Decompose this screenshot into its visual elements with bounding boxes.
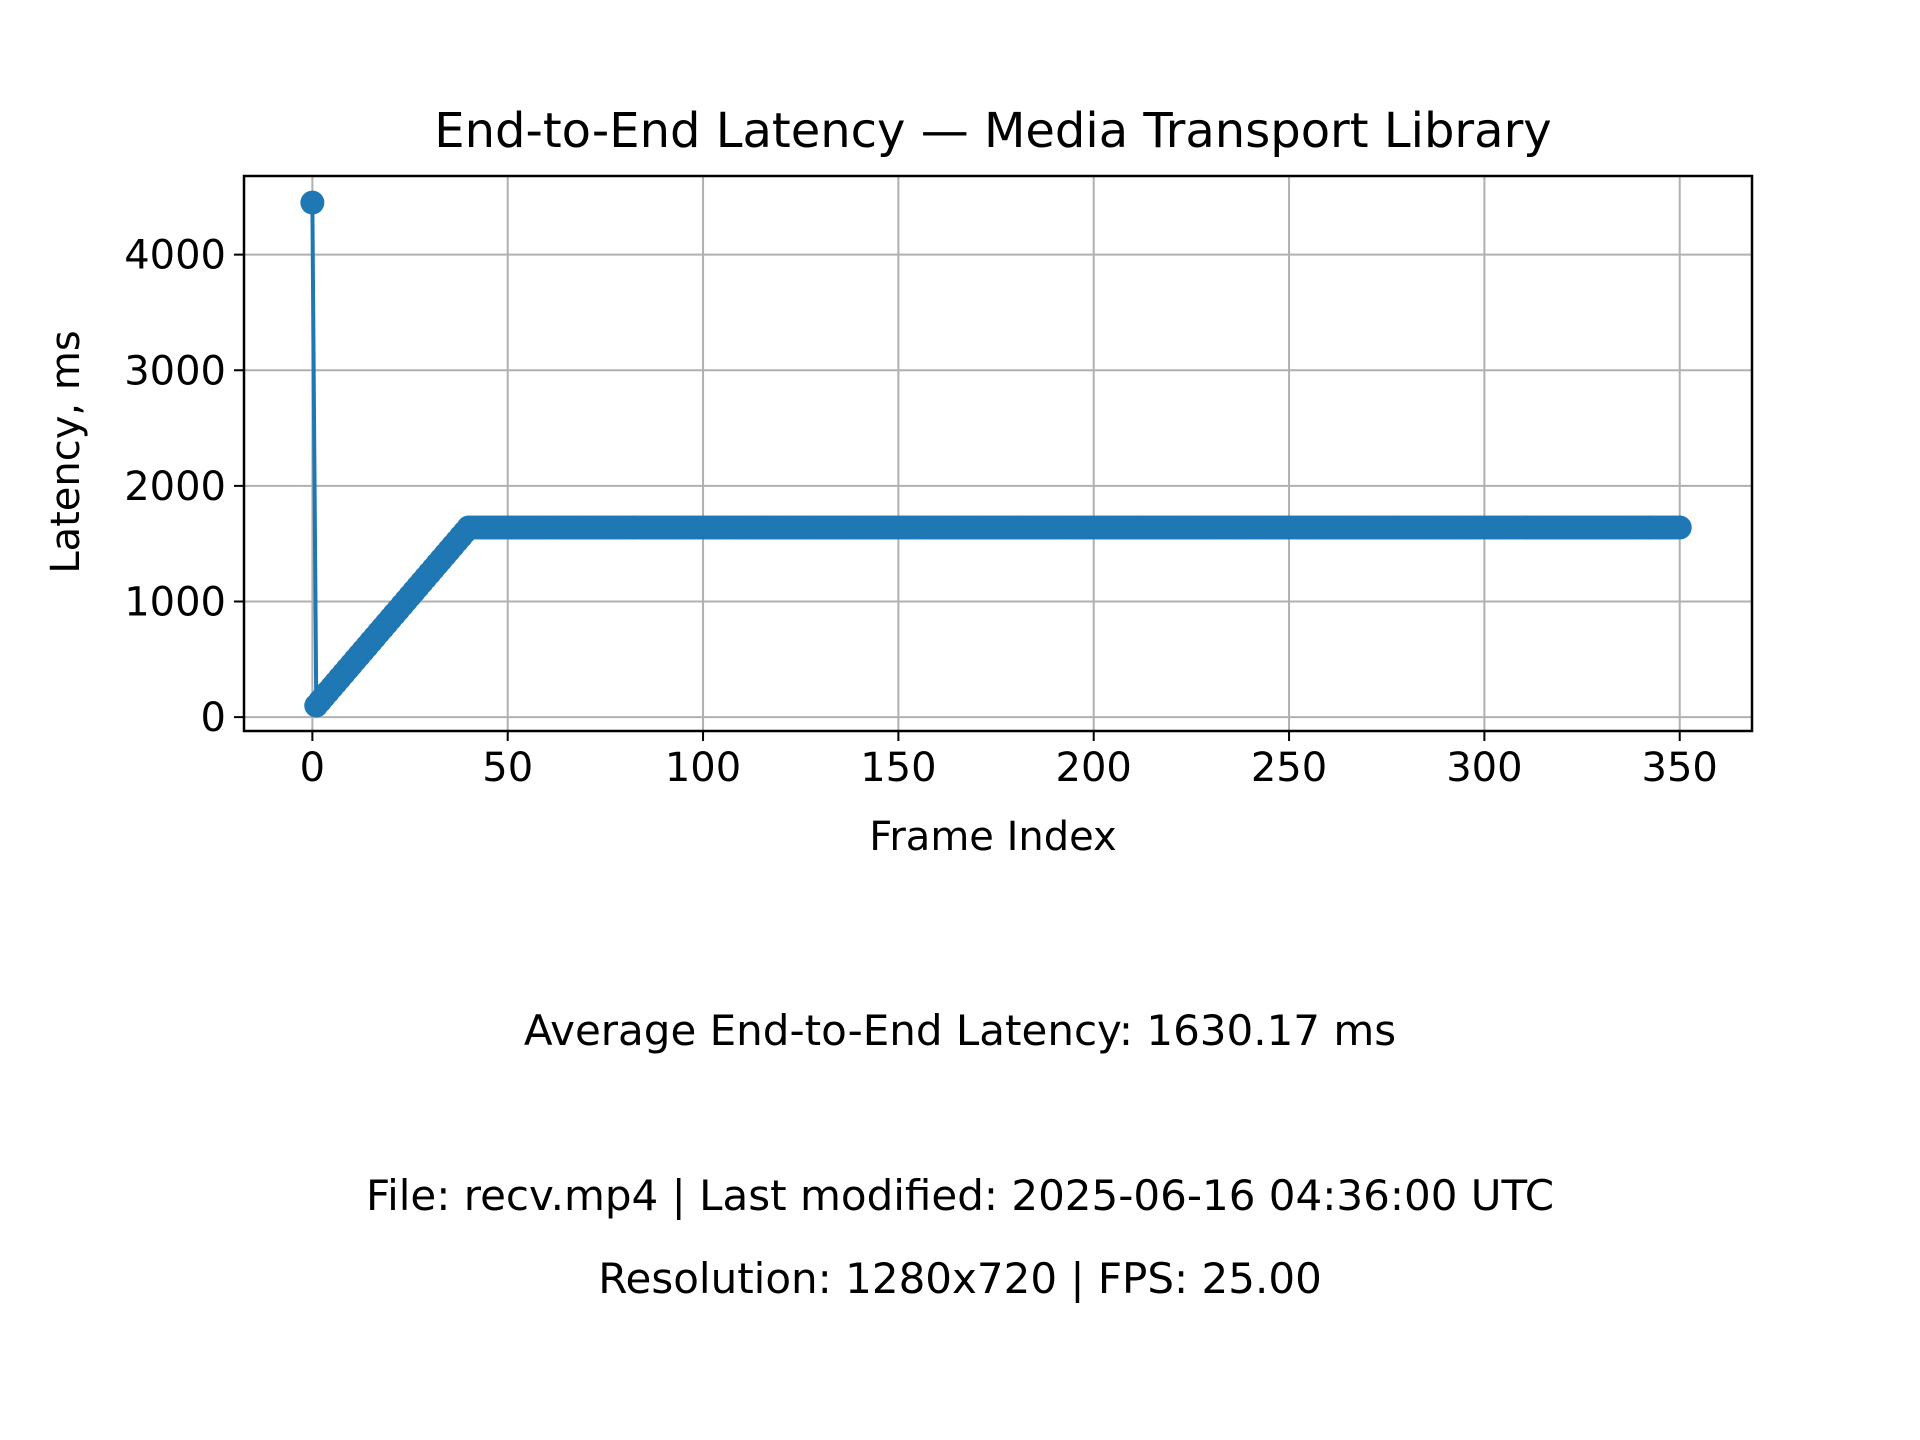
data-point	[300, 190, 325, 215]
x-tick-label-50: 50	[482, 745, 533, 791]
y-tick-label-0: 0	[201, 695, 226, 741]
series-latency	[300, 190, 1692, 718]
y-tick-label-3000: 3000	[124, 348, 226, 394]
x-tick-label-200: 200	[1056, 745, 1132, 791]
data-point	[1667, 515, 1692, 540]
x-tick-label-250: 250	[1251, 745, 1327, 791]
x-tick-label-100: 100	[665, 745, 741, 791]
x-axis-label: Frame Index	[869, 814, 1116, 860]
y-tick-label-1000: 1000	[124, 580, 226, 626]
x-tick-label-350: 350	[1642, 745, 1718, 791]
average-latency-text: Average End-to-End Latency: 1630.17 ms	[523, 1006, 1397, 1055]
y-tick-label-4000: 4000	[124, 233, 226, 279]
x-tick-label-150: 150	[860, 745, 936, 791]
file-info-text: File: recv.mp4 | Last modified: 2025-06-…	[365, 1171, 1555, 1220]
y-tick-label-2000: 2000	[124, 464, 226, 510]
y-axis-label: Latency, ms	[43, 330, 89, 573]
axis-ticks: 0 50 100 150 200 250 300 350 0 1000 2000 3000 4000	[124, 233, 1718, 791]
grid	[244, 176, 1752, 731]
x-tick-label-300: 300	[1446, 745, 1522, 791]
resolution-info-text: Resolution: 1280x720 | FPS: 25.00	[598, 1254, 1322, 1303]
chart-title: End-to-End Latency — Media Transport Lib…	[434, 103, 1551, 159]
series-line	[310, 202, 1680, 708]
x-tick-label-0: 0	[300, 745, 325, 791]
plot-frame	[242, 174, 1754, 733]
